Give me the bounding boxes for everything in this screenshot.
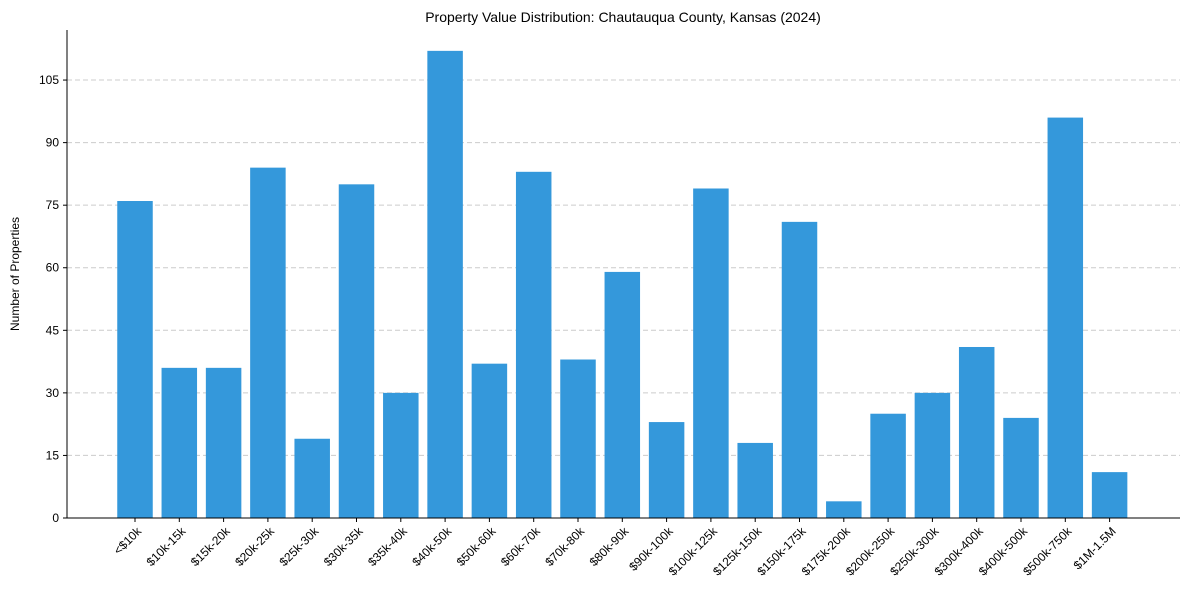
x-tick-label: $35k-40k bbox=[365, 524, 411, 570]
bar bbox=[1091, 472, 1128, 518]
bar bbox=[604, 271, 641, 518]
y-tick-label: 45 bbox=[46, 323, 60, 337]
bar bbox=[161, 367, 198, 518]
bar bbox=[294, 438, 330, 518]
bar bbox=[870, 413, 906, 518]
x-tick-label: $1M-1.5M bbox=[1071, 524, 1119, 572]
bar bbox=[471, 363, 508, 518]
x-tick-label: $40k-50k bbox=[409, 524, 455, 570]
chart-title: Property Value Distribution: Chautauqua … bbox=[425, 9, 821, 25]
x-tick-label: $500k-750k bbox=[1020, 524, 1075, 579]
x-tick-label: <$10k bbox=[111, 524, 145, 558]
bar bbox=[338, 184, 375, 519]
y-tick-label: 0 bbox=[52, 511, 59, 525]
x-tick-label: $30k-35k bbox=[321, 524, 367, 570]
y-tick-label: 15 bbox=[46, 448, 60, 462]
y-tick-label: 75 bbox=[46, 198, 60, 212]
bar bbox=[250, 167, 286, 518]
y-tick-label: 60 bbox=[46, 261, 60, 275]
y-tick-label: 30 bbox=[46, 386, 60, 400]
x-tick-label: $10k-15k bbox=[144, 524, 190, 570]
bar bbox=[781, 221, 818, 518]
bar bbox=[826, 501, 862, 518]
y-tick-label: 90 bbox=[46, 136, 60, 150]
bar bbox=[515, 171, 552, 519]
axes bbox=[66, 30, 1180, 519]
y-tick-label: 105 bbox=[39, 73, 59, 87]
x-tick-label: $25k-30k bbox=[277, 524, 323, 570]
x-tick-label: $70k-80k bbox=[542, 524, 588, 570]
bar bbox=[693, 188, 729, 518]
bar bbox=[427, 50, 463, 518]
bar bbox=[383, 392, 419, 518]
bar bbox=[1047, 117, 1084, 518]
bar bbox=[205, 367, 242, 518]
x-tick-label: $50k-60k bbox=[454, 524, 500, 570]
bars bbox=[117, 50, 1128, 519]
y-axis-label: Number of Properties bbox=[8, 217, 22, 331]
x-tick-label: $60k-70k bbox=[498, 524, 544, 570]
bar bbox=[1003, 417, 1039, 518]
bar bbox=[914, 392, 951, 518]
bar bbox=[560, 359, 596, 518]
x-tick-label: $20k-25k bbox=[232, 524, 278, 570]
bar bbox=[737, 442, 773, 518]
x-tick-label: $80k-90k bbox=[587, 524, 633, 570]
bar bbox=[958, 346, 995, 518]
bar bbox=[648, 422, 685, 518]
y-ticks: 0 15 30 45 60 75 90 105 bbox=[39, 73, 67, 525]
x-tick-label: $15k-20k bbox=[188, 524, 234, 570]
bar bbox=[117, 201, 153, 518]
x-ticks: <$10k $10k-15k $15k-20k $20k-25k $25k-30k $30… bbox=[111, 518, 1119, 578]
